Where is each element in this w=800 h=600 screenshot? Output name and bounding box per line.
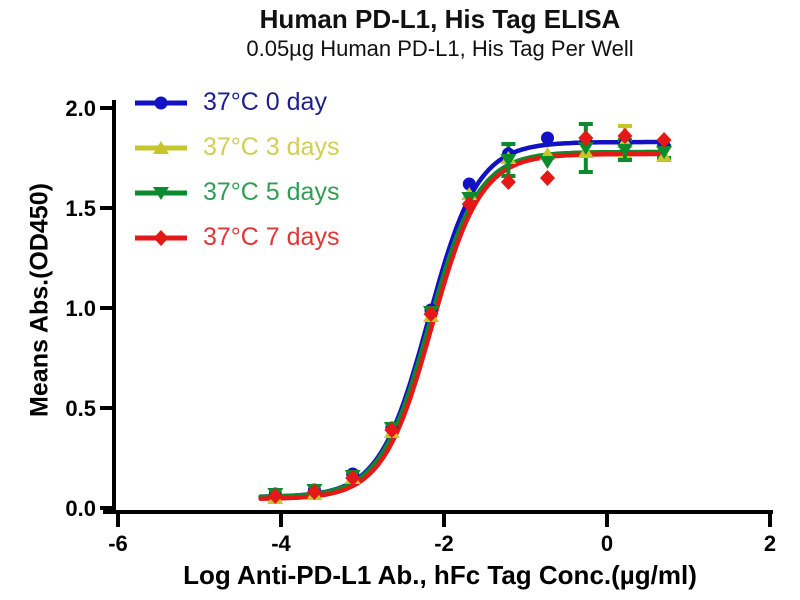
legend-label: 37°C 5 days (203, 178, 340, 206)
legend-triangle-up-icon (135, 140, 187, 154)
x-tick-label: 2 (764, 531, 776, 556)
y-tick-label: 2.0 (65, 96, 96, 121)
legend-item-1: 37°C 3 days (132, 125, 339, 170)
y-tick-label: 0.5 (65, 396, 96, 421)
legend-label: 37°C 0 day (203, 88, 327, 116)
legend-label: 37°C 7 days (203, 223, 340, 251)
x-tick-label: -2 (434, 531, 454, 556)
y-tick-label: 1.0 (65, 296, 96, 321)
x-tick-label: -4 (271, 531, 291, 556)
x-tick-label: -6 (108, 531, 128, 556)
chart-title: Human PD-L1, His Tag ELISA (259, 4, 621, 34)
legend-circle-icon (135, 96, 187, 109)
x-axis-label: Log Anti-PD-L1 Ab., hFc Tag Conc.(µg/ml) (183, 560, 697, 590)
y-tick-label: 0.0 (65, 496, 96, 521)
y-axis-label: Means Abs.(OD450) (25, 183, 54, 417)
legend-label: 37°C 3 days (203, 133, 340, 161)
legend-triangle-down-icon (135, 186, 187, 200)
markers-series-3 (267, 128, 672, 504)
y-axis: 0.0 0.5 1.0 1.5 2.0 (65, 96, 116, 521)
legend-item-3: 37°C 7 days (132, 215, 339, 260)
curve-series-3 (258, 151, 668, 501)
x-tick-label: 0 (601, 531, 613, 556)
legend-item-2: 37°C 5 days (132, 170, 339, 215)
legend-item-0: 37°C 0 day (132, 80, 339, 125)
y-tick-label: 1.5 (65, 196, 96, 221)
legend-diamond-icon (135, 229, 187, 246)
x-axis: -6 -4 -2 0 2 (103, 510, 776, 556)
legend: 37°C 0 day 37°C 3 days 37°C 5 days 37°C 7 d… (132, 80, 339, 260)
chart-subtitle: 0.05µg Human PD-L1, His Tag Per Well (246, 36, 634, 61)
